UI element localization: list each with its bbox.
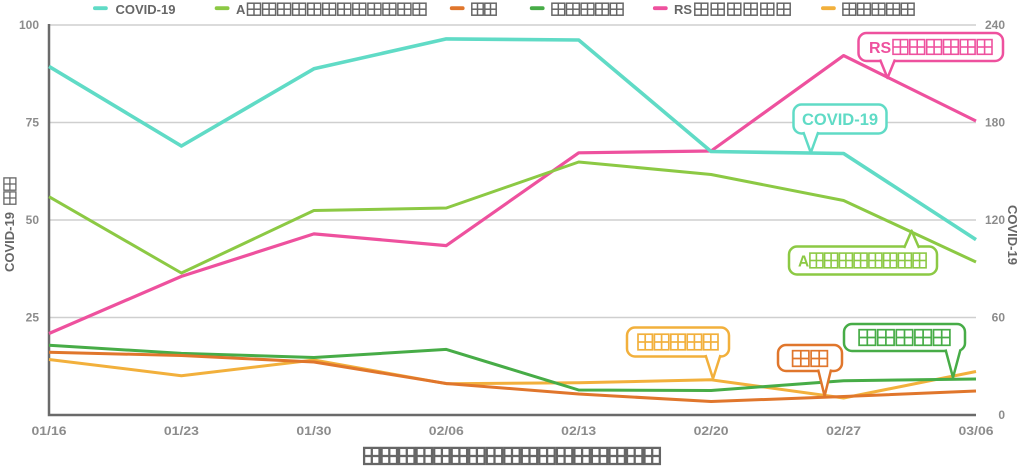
svg-text:A: A (798, 254, 809, 271)
svg-text:A: A (236, 2, 246, 17)
svg-text:180: 180 (985, 116, 1005, 130)
svg-text:03/06: 03/06 (959, 424, 994, 438)
svg-text:COVID-19: COVID-19 (802, 111, 878, 129)
svg-text:240: 240 (985, 18, 1005, 32)
svg-text:50: 50 (26, 213, 40, 227)
svg-text:0: 0 (998, 408, 1005, 422)
svg-text:RS: RS (869, 40, 892, 57)
svg-text:25: 25 (26, 311, 40, 325)
svg-text:100: 100 (19, 18, 39, 32)
svg-text:COVID-19: COVID-19 (1005, 205, 1020, 265)
svg-text:60: 60 (992, 311, 1006, 325)
svg-text:01/23: 01/23 (164, 424, 199, 438)
svg-text:01/30: 01/30 (296, 424, 331, 438)
svg-text:02/13: 02/13 (561, 424, 596, 438)
svg-text:RS: RS (674, 2, 692, 17)
svg-text:COVID-19: COVID-19 (116, 2, 176, 17)
svg-text:02/06: 02/06 (429, 424, 464, 438)
svg-text:01/16: 01/16 (32, 424, 67, 438)
svg-text:COVID-19: COVID-19 (2, 212, 17, 272)
svg-text:02/20: 02/20 (694, 424, 729, 438)
svg-text:75: 75 (26, 116, 40, 130)
svg-text:120: 120 (985, 213, 1005, 227)
svg-text:02/27: 02/27 (826, 424, 861, 438)
